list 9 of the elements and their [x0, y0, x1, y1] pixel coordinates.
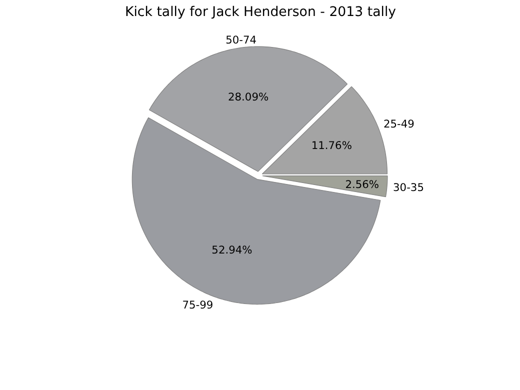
- slice-label: 75-99: [182, 298, 214, 312]
- data-label: 28.09%: [228, 90, 269, 104]
- slice-label: 25-49: [383, 118, 415, 131]
- slice-label: 30-35: [393, 181, 424, 194]
- data-label: 11.76%: [311, 139, 352, 152]
- chart-title: Kick tally for Jack Henderson - 2013 tally: [124, 5, 396, 20]
- data-label: 2.56%: [345, 178, 380, 191]
- data-label: 52.94%: [212, 243, 252, 256]
- slice-label: 50-74: [226, 34, 257, 47]
